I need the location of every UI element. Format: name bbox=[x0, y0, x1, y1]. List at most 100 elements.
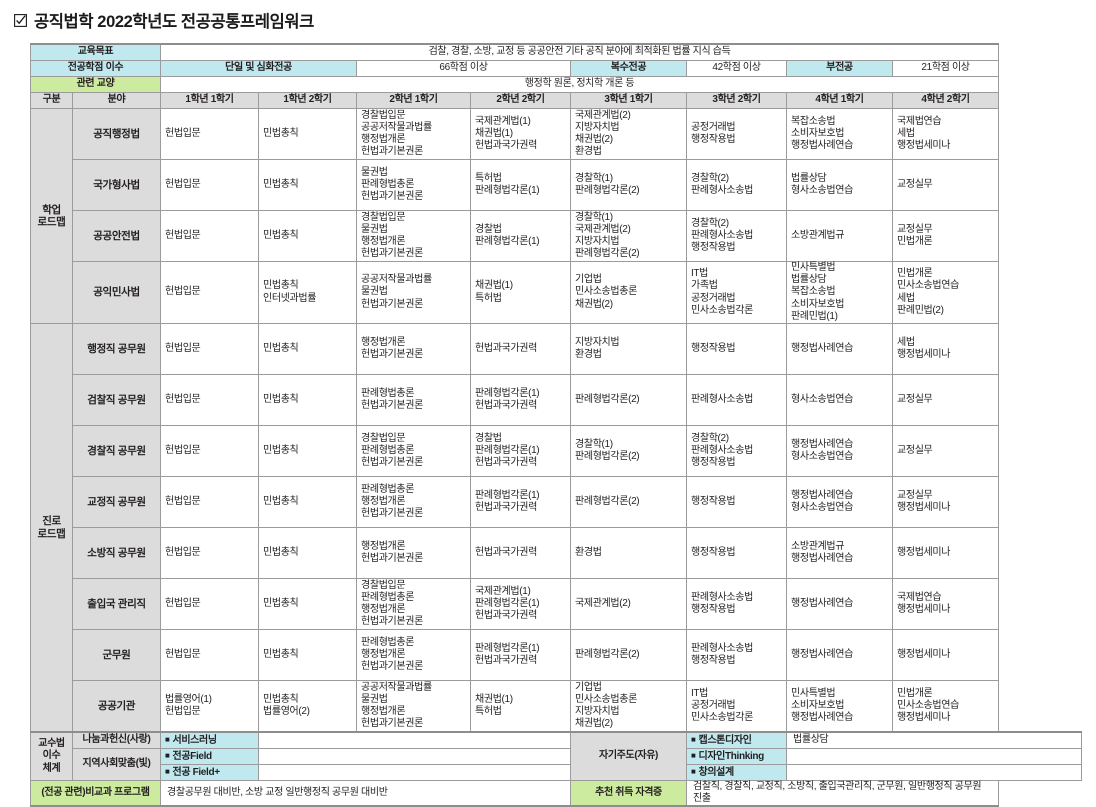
teach-value-2 bbox=[258, 764, 571, 782]
field-name: 교정직 공무원 bbox=[72, 476, 161, 529]
self-program-1[interactable]: ■ 디자인Thinking bbox=[686, 748, 787, 766]
course-cell: 법률상담 형사소송법연습 bbox=[786, 159, 893, 211]
column-header-semester-4: 3학년 1학기 bbox=[570, 92, 687, 109]
education-goal-value: 검찰, 경찰, 소방, 교정 등 공공안전 기타 공직 분야에 최적화된 법률 … bbox=[159, 43, 1000, 61]
course-cell: 행정작용법 bbox=[686, 323, 787, 376]
course-cell: 경찰학(1) 국제관계법(2) 지방자치법 판례형법각론(2) bbox=[570, 210, 687, 262]
course-cell: 민법총칙 bbox=[258, 527, 357, 580]
liberal-arts-value: 행정학 원론, 정치학 개론 등 bbox=[159, 76, 1000, 93]
field-name: 검찰직 공무원 bbox=[72, 374, 161, 427]
course-cell: 판례형법각론(1) 헌법과국가권력 bbox=[470, 629, 571, 682]
course-cell: 민법총칙 인터넷과법률 bbox=[258, 260, 357, 325]
self-program-2[interactable]: ■ 창의설계 bbox=[686, 764, 787, 782]
course-cell: 헌법입문 bbox=[160, 159, 259, 211]
table-row: 출입국 관리직 헌법입문 민법총칙 경찰법입문 판례형법총론 행정법개론 헌법과기본권… bbox=[31, 578, 1082, 631]
self-program-label: 디자인Thinking bbox=[698, 750, 764, 762]
course-cell: 민법총칙 bbox=[258, 578, 357, 631]
course-cell: 헌법입문 bbox=[160, 260, 259, 325]
self-directed-label: 자기주도(자유) bbox=[570, 731, 687, 782]
column-header-field: 분야 bbox=[72, 92, 161, 109]
course-cell: 헌법입문 bbox=[160, 425, 259, 478]
self-value-2 bbox=[786, 764, 1082, 782]
course-cell: 판례형법총론 헌법과기본권론 bbox=[356, 374, 471, 427]
filled-square-bullet-icon: ■ bbox=[691, 750, 696, 760]
table-row: 구분 분야 1학년 1학기 1학년 2학기 2학년 1학기 2학년 2학기 3학년 1학기 3… bbox=[30, 92, 1082, 109]
page-title-text: 공직법학 2022학년도 전공공통프레임워크 bbox=[34, 13, 314, 31]
credit-value-2: 21학점 이상 bbox=[891, 60, 1000, 77]
course-cell: 헌법입문 bbox=[160, 374, 259, 427]
field-name: 경찰직 공무원 bbox=[72, 425, 161, 478]
course-cell: 지방자치법 환경법 bbox=[570, 323, 687, 376]
teach-value-0 bbox=[258, 731, 571, 750]
table-row: 공공기관 법률영어(1) 헌법입문 민법총칙 법률영어(2) 공공저작물과법률 물권법… bbox=[31, 680, 1082, 733]
teach-category-1: 지역사회맞춤(빛) bbox=[72, 748, 161, 782]
course-cell: 기업법 민사소송법총론 지방자치법 채권법(2) bbox=[570, 680, 687, 733]
column-header-division: 구분 bbox=[30, 92, 73, 109]
column-header-semester-0: 1학년 1학기 bbox=[160, 92, 259, 109]
course-cell: 경찰법입문 판례형법총론 헌법과기본권론 bbox=[356, 425, 471, 478]
teach-value-1 bbox=[258, 748, 571, 766]
teach-program-0[interactable]: ■ 서비스러닝 bbox=[160, 731, 259, 750]
course-cell: 경찰법입문 공공저작물과법률 행정법개론 헌법과기본권론 bbox=[356, 108, 471, 160]
table-row: 지역사회맞춤(빛) ■ 전공Field ■ 디자인Thinking bbox=[31, 748, 1082, 782]
course-cell: 민법총칙 법률영어(2) bbox=[258, 680, 357, 733]
course-cell: 행정작용법 bbox=[686, 476, 787, 529]
credit-value-0: 66학점 이상 bbox=[356, 60, 571, 77]
self-value-1 bbox=[786, 748, 1082, 766]
course-cell: 법률영어(1) 헌법입문 bbox=[160, 680, 259, 733]
column-header-semester-1: 1학년 2학기 bbox=[258, 92, 357, 109]
field-name: 출입국 관리직 bbox=[72, 578, 161, 631]
field-name: 공익민사법 bbox=[72, 260, 161, 325]
teach-program-2[interactable]: ■ 전공 Field+ bbox=[160, 764, 259, 782]
table-row: 관련 교양 행정학 원론, 정치학 개론 등 bbox=[30, 76, 1082, 93]
teach-program-1[interactable]: ■ 전공Field bbox=[160, 748, 259, 766]
table-row: 진로 로드맵 행정직 공무원 헌법입문 민법총칙 행정법개론 헌법과기본권론 헌법과국가권… bbox=[30, 323, 1082, 733]
page-title: 공직법학 2022학년도 전공공통프레임워크 bbox=[14, 8, 314, 32]
credit-type-2: 부전공 bbox=[786, 60, 893, 77]
course-cell: 행정작용법 bbox=[686, 527, 787, 580]
course-cell: 판례형법각론(2) bbox=[570, 629, 687, 682]
course-cell: 행정법세미나 bbox=[891, 629, 1000, 682]
course-cell: 세법 행정법세미나 bbox=[891, 323, 1000, 376]
course-cell: 국제관계법(1) 판례형법각론(1) 헌법과국가권력 bbox=[470, 578, 571, 631]
column-header-semester-6: 4학년 1학기 bbox=[786, 92, 893, 109]
course-cell: 경찰학(2) 판례형사소송법 행정작용법 bbox=[686, 210, 787, 262]
course-cell: 판례형법총론 행정법개론 헌법과기본권론 bbox=[356, 629, 471, 682]
self-program-0[interactable]: ■ 캡스톤디자인 bbox=[686, 731, 787, 750]
course-cell: 경찰학(1) 판례형법각론(2) bbox=[570, 425, 687, 478]
table-row: 국가형사법 헌법입문 민법총칙 물권법 판례형법총론 헌법과기본권론 특허법 판례형법각… bbox=[31, 159, 1082, 211]
course-cell: 국제관계법(2) 지방자치법 채권법(2) 환경법 bbox=[570, 108, 687, 160]
field-name: 군무원 bbox=[72, 629, 161, 682]
course-cell: 헌법과국가권력 bbox=[470, 527, 571, 580]
course-cell: 채권법(1) 특허법 bbox=[470, 260, 571, 325]
table-row: 전공학점 이수 단일 및 심화전공 66학점 이상 복수전공 42학점 이상 부전공 21학… bbox=[30, 60, 1082, 77]
course-cell: 복잡소송법 소비자보호법 행정법사례연습 bbox=[786, 108, 893, 160]
field-name: 소방직 공무원 bbox=[72, 527, 161, 580]
course-cell: 소방관계법규 bbox=[786, 210, 893, 262]
course-cell: 민법총칙 bbox=[258, 108, 357, 160]
course-cell: 국제법연습 세법 행정법세미나 bbox=[891, 108, 1000, 160]
course-cell: 교정실무 행정법세미나 bbox=[891, 476, 1000, 529]
course-cell: 행정법개론 헌법과기본권론 bbox=[356, 527, 471, 580]
column-header-semester-7: 4학년 2학기 bbox=[891, 92, 1000, 109]
course-cell: 경찰법 판례형법각론(1) bbox=[470, 210, 571, 262]
course-cell: 소방관계법규 행정법사례연습 bbox=[786, 527, 893, 580]
course-cell: 헌법입문 bbox=[160, 108, 259, 160]
course-cell: 민법총칙 bbox=[258, 323, 357, 376]
course-cell: IT법 공정거래법 민사소송법각론 bbox=[686, 680, 787, 733]
extracurricular-value: 경찰공무원 대비반, 소방 교정 일반행정직 공무원 대비반 bbox=[160, 780, 571, 807]
course-cell: 경찰법 판례형법각론(1) 헌법과국가권력 bbox=[470, 425, 571, 478]
table-row: 군무원 헌법입문 민법총칙 판례형법총론 행정법개론 헌법과기본권론 판례형법각론(1)… bbox=[31, 629, 1082, 682]
course-cell: 헌법입문 bbox=[160, 578, 259, 631]
course-cell: 국제관계법(1) 채권법(1) 헌법과국가권력 bbox=[470, 108, 571, 160]
course-cell: 민사특별법 소비자보호법 행정법사례연습 bbox=[786, 680, 893, 733]
filled-square-bullet-icon: ■ bbox=[165, 750, 170, 760]
course-cell: 경찰법입문 판례형법총론 행정법개론 헌법과기본권론 bbox=[356, 578, 471, 631]
course-cell: 헌법입문 bbox=[160, 476, 259, 529]
course-cell: 행정법개론 헌법과기본권론 bbox=[356, 323, 471, 376]
course-cell: 헌법입문 bbox=[160, 527, 259, 580]
course-cell: 행정법사례연습 형사소송법연습 bbox=[786, 476, 893, 529]
course-cell: 국제관계법(2) bbox=[570, 578, 687, 631]
major-credits-label: 전공학점 이수 bbox=[30, 60, 161, 77]
table-row: 교수법 이수 체계 나눔과헌신(사랑) ■ 서비스러닝 자기주도(자유) ■ 캡스톤디자인 법… bbox=[30, 731, 1082, 782]
